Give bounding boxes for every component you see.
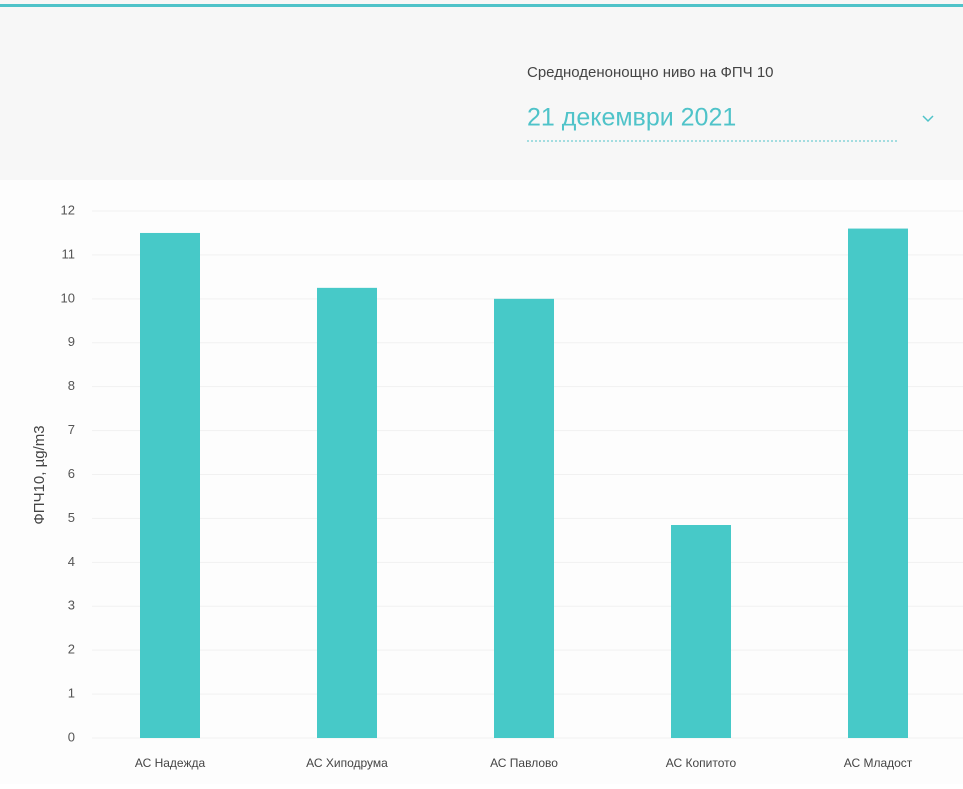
chevron[interactable] — [922, 115, 934, 123]
bar — [494, 298, 554, 738]
y-tick-label: 6 — [68, 466, 75, 481]
y-axis-label: ФПЧ10, µg/m3 — [31, 425, 48, 524]
y-tick-label: 4 — [68, 554, 75, 569]
y-tick-label: 9 — [68, 334, 75, 349]
x-tick-label: АС Хиподрума — [306, 756, 388, 770]
select-value[interactable]: 21 декември 2021 — [527, 104, 736, 132]
y-tick-label: 12 — [61, 202, 75, 217]
x-tick-label: АС Копитото — [666, 756, 737, 770]
y-tick-label: 10 — [61, 290, 75, 305]
x-tick-label: АС Павлово — [490, 756, 558, 770]
bar — [317, 287, 377, 738]
bar — [140, 232, 200, 739]
y-tick-label: 2 — [68, 642, 75, 657]
date-select[interactable]: 21 декември 2021 — [527, 104, 934, 142]
bar — [848, 228, 908, 739]
y-tick-label: 1 — [68, 686, 75, 701]
y-tick-label: 3 — [68, 598, 75, 613]
x-tick-label: АС Младост — [844, 756, 913, 770]
header-panel — [0, 0, 963, 180]
top-border — [0, 4, 963, 7]
bar — [671, 525, 731, 738]
x-tick-label: АС Надежда — [135, 756, 206, 770]
y-tick-label: 11 — [62, 246, 76, 261]
y-tick-label: 8 — [68, 378, 75, 393]
y-tick-label: 5 — [68, 510, 75, 525]
y-tick-label: 0 — [68, 729, 75, 744]
y-tick-label: 7 — [68, 422, 75, 437]
filter-label: Средноденонощно ниво на ФПЧ 10 — [527, 64, 774, 81]
